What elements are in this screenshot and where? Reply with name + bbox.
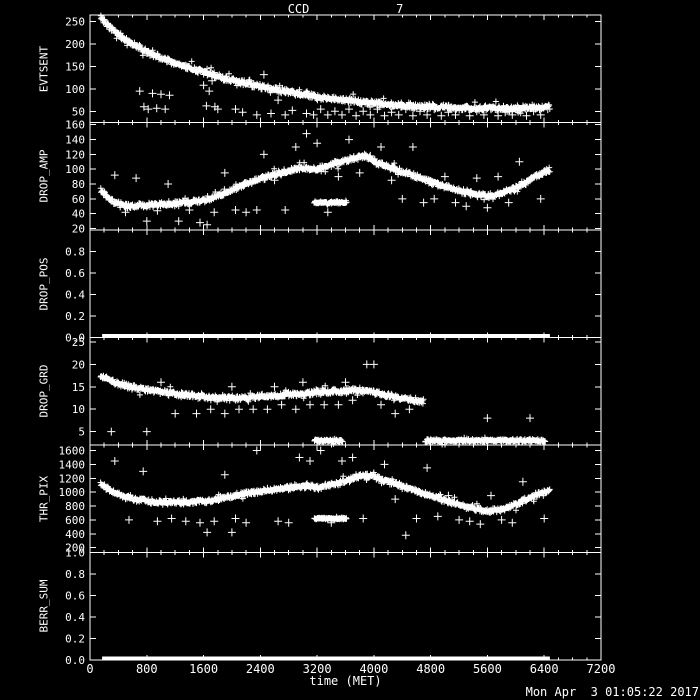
- y-axis-label-evtsent: EVTSENT: [37, 45, 51, 92]
- axis-ticks: [89, 552, 602, 661]
- x-tick-label: 0: [86, 662, 93, 676]
- outlier-points: [107, 360, 534, 436]
- y-tick-label: 150: [65, 61, 85, 74]
- axis-ticks: [89, 122, 602, 230]
- y-tick-label: 250: [65, 16, 85, 29]
- y-tick-label: 400: [65, 528, 85, 541]
- panel-border: [89, 229, 602, 338]
- y-axis-label-thr-pix: THR_PIX: [37, 475, 51, 522]
- y-tick-label: 0.8: [65, 246, 85, 259]
- y-tick-label: 0.2: [65, 310, 85, 323]
- dense-scatter-band: [97, 150, 553, 212]
- y-tick-label: 800: [65, 500, 85, 513]
- chart-title: CCD 7: [287, 2, 404, 16]
- axis-ticks: [89, 445, 602, 553]
- y-tick-label: 100: [65, 163, 85, 176]
- y-tick-label: 50: [72, 105, 85, 118]
- dense-scatter-band: [97, 372, 549, 448]
- y-axis-label-drop-pos: DROP_POS: [37, 257, 51, 311]
- outlier-points: [110, 129, 545, 229]
- y-tick-label: 0.0: [65, 654, 85, 667]
- x-axis-label: time (MET): [309, 674, 382, 688]
- y-tick-label: 1200: [59, 472, 86, 485]
- y-tick-label: 5: [78, 426, 85, 439]
- y-axis-label-berr-sum: BERR_SUM: [37, 579, 51, 633]
- x-tick-label: 6400: [530, 662, 559, 676]
- y-tick-label: 100: [65, 83, 85, 96]
- dense-scatter-band: [97, 12, 553, 117]
- axis-ticks: [89, 15, 602, 123]
- y-tick-label: 40: [72, 208, 85, 221]
- y-tick-label: 1400: [59, 458, 86, 471]
- y-tick-label: 0.6: [65, 590, 85, 603]
- y-tick-label: 1.0: [65, 547, 85, 560]
- x-tick-label: 4800: [416, 662, 445, 676]
- panel-drop_grd: 5 10 15 20 25: [72, 336, 602, 448]
- x-tick-label: 1600: [189, 662, 218, 676]
- y-tick-label: 0.4: [65, 611, 85, 624]
- x-tick-label: 800: [136, 662, 158, 676]
- y-tick-label: 20: [72, 358, 85, 371]
- panel-border: [89, 122, 602, 231]
- y-tick-label: 15: [72, 381, 85, 394]
- y-tick-label: 200: [65, 542, 85, 555]
- x-tick-label: 3200: [303, 662, 332, 676]
- outlier-points: [110, 446, 549, 540]
- y-tick-label: 120: [65, 148, 85, 161]
- y-axis-label-drop-grd: DROP_GRD: [37, 364, 51, 418]
- y-tick-label: 160: [65, 119, 85, 132]
- y-tick-label: 0.0: [65, 332, 85, 345]
- panel-drop_pos: 0.0 0.2 0.4 0.6 0.8: [65, 229, 602, 345]
- x-tick-label: 7200: [587, 662, 616, 676]
- x-tick-label: 4000: [359, 662, 388, 676]
- timestamp: Mon Apr 3 01:05:22 2017: [525, 685, 699, 699]
- y-tick-label: 0.6: [65, 267, 85, 280]
- y-tick-label: 80: [72, 178, 85, 191]
- x-axis-tick-labels: 0 800 1600 2400 3200 4000 4800 5600 6400 7200: [86, 662, 615, 676]
- y-tick-label: 20: [72, 223, 85, 236]
- axis-ticks: [89, 230, 602, 338]
- x-tick-label: 2400: [246, 662, 275, 676]
- outlier-points: [135, 70, 552, 120]
- dense-scatter-band: [97, 469, 553, 523]
- panel-evtsent: 50 100 150 200 250: [65, 12, 602, 123]
- y-tick-label: 200: [65, 38, 85, 51]
- panel-border: [89, 552, 602, 661]
- axis-ticks: [89, 337, 602, 445]
- x-tick-label: 5600: [473, 662, 502, 676]
- y-tick-label: 1000: [59, 486, 86, 499]
- y-tick-label: 0.8: [65, 568, 85, 581]
- y-tick-label: 0.2: [65, 633, 85, 646]
- y-axis-label-drop-amp: DROP_AMP: [37, 149, 51, 203]
- y-tick-label: 0.4: [65, 289, 85, 302]
- y-tick-label: 1600: [59, 445, 86, 458]
- zero-value-band: [102, 334, 550, 338]
- y-tick-label: 10: [72, 403, 85, 416]
- panel-berr_sum: 0.0 0.2 0.4 0.6 0.8 1.0: [65, 547, 602, 667]
- y-tick-label: 600: [65, 514, 85, 527]
- y-tick-label: 60: [72, 193, 85, 206]
- y-tick-label: 140: [65, 134, 85, 147]
- y-tick-label: 25: [72, 336, 85, 349]
- zero-value-band: [102, 656, 550, 660]
